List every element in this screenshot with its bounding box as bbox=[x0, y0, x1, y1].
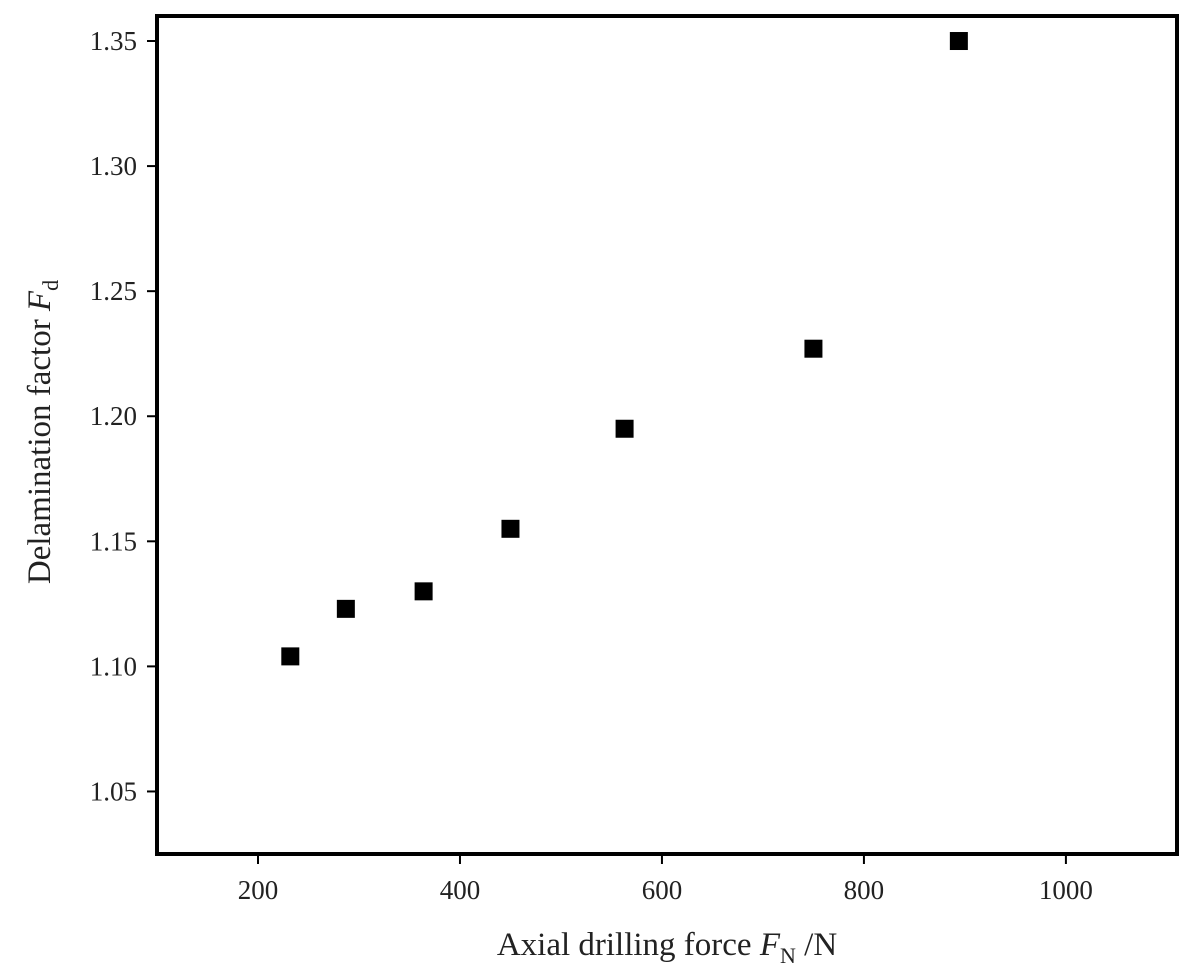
y-axis-title-symbol: F bbox=[22, 290, 58, 312]
data-point bbox=[615, 419, 634, 438]
y-axis-title-text: Delamination factor bbox=[22, 311, 58, 584]
data-point bbox=[949, 32, 968, 51]
data-point bbox=[281, 647, 300, 666]
x-tick-label: 1000 bbox=[1039, 875, 1093, 905]
plot-frame bbox=[155, 14, 1179, 856]
y-tick-label: 1.05 bbox=[90, 776, 137, 806]
x-axis-title: Axial drilling force FN /N bbox=[497, 927, 837, 968]
y-tick-label: 1.35 bbox=[90, 26, 137, 56]
data-point bbox=[336, 599, 355, 618]
x-tick-label: 200 bbox=[238, 875, 279, 905]
data-point bbox=[414, 582, 433, 601]
y-tick-label: 1.30 bbox=[90, 151, 137, 181]
x-axis-title-text: Axial drilling force bbox=[497, 927, 760, 963]
y-tick-label: 1.20 bbox=[90, 401, 137, 431]
x-axis-title-symbol: F bbox=[759, 927, 781, 963]
y-tick-label: 1.25 bbox=[90, 276, 137, 306]
x-tick-label: 400 bbox=[440, 875, 481, 905]
y-axis-ticks: 1.05 1.10 1.15 1.20 1.25 1.30 1.35 bbox=[90, 26, 157, 806]
data-points bbox=[281, 32, 968, 666]
data-point bbox=[804, 339, 823, 358]
y-axis-title: Delamination factor Fd bbox=[22, 280, 63, 584]
x-axis-title-suffix: /N bbox=[796, 927, 837, 963]
x-tick-label: 600 bbox=[642, 875, 683, 905]
x-axis-ticks: 200 400 600 800 1000 bbox=[238, 854, 1093, 905]
y-tick-label: 1.15 bbox=[90, 526, 137, 556]
y-tick-label: 1.10 bbox=[90, 651, 137, 681]
data-point bbox=[501, 519, 520, 538]
x-axis-title-subscript: N bbox=[780, 943, 796, 968]
y-axis-title-subscript: d bbox=[38, 280, 63, 291]
x-tick-label: 800 bbox=[844, 875, 885, 905]
